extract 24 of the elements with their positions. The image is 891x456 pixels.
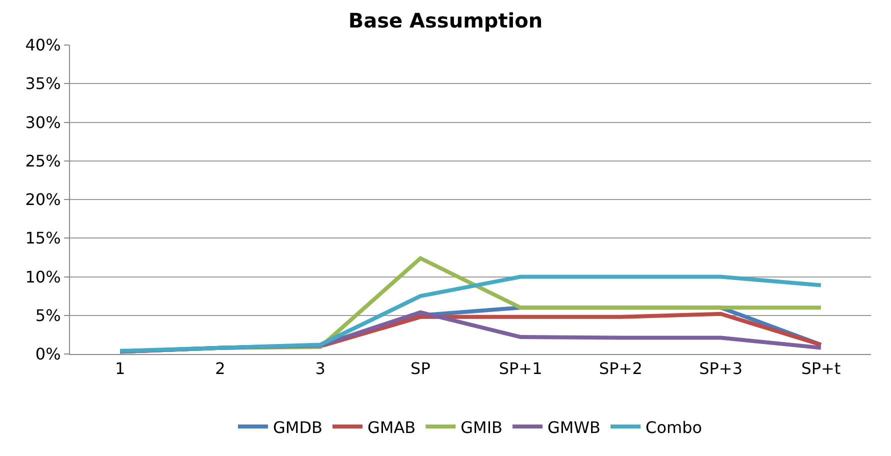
- x-tick-label: SP+2: [598, 359, 642, 378]
- legend-label: GMIB: [460, 418, 503, 437]
- y-tick-label: 5%: [35, 306, 61, 325]
- legend-label: GMWB: [548, 418, 601, 437]
- y-tick-label: 15%: [25, 228, 61, 248]
- y-tick-label: 20%: [25, 190, 61, 210]
- x-tick-label: SP+t: [801, 359, 841, 378]
- x-tick-label: SP+1: [498, 359, 542, 378]
- x-tick-label: 3: [315, 359, 326, 378]
- x-tick-label: 2: [215, 359, 226, 378]
- y-tick-label: 25%: [25, 151, 61, 170]
- y-tick-label: 30%: [25, 112, 61, 132]
- legend-label: GMAB: [368, 418, 416, 437]
- x-tick-label: 1: [114, 359, 126, 378]
- legend-label: GMDB: [273, 418, 322, 437]
- y-tick-label: 0%: [35, 344, 61, 364]
- line-series: [118, 274, 823, 353]
- y-tick-label: 40%: [25, 36, 61, 55]
- x-tick-label: SP: [410, 359, 431, 378]
- chart-title: Base Assumption: [348, 8, 543, 33]
- x-tick-label: SP+3: [699, 359, 743, 378]
- y-tick-label: 35%: [25, 74, 61, 94]
- legend-label: Combo: [646, 418, 702, 437]
- y-tick-label: 10%: [25, 267, 61, 286]
